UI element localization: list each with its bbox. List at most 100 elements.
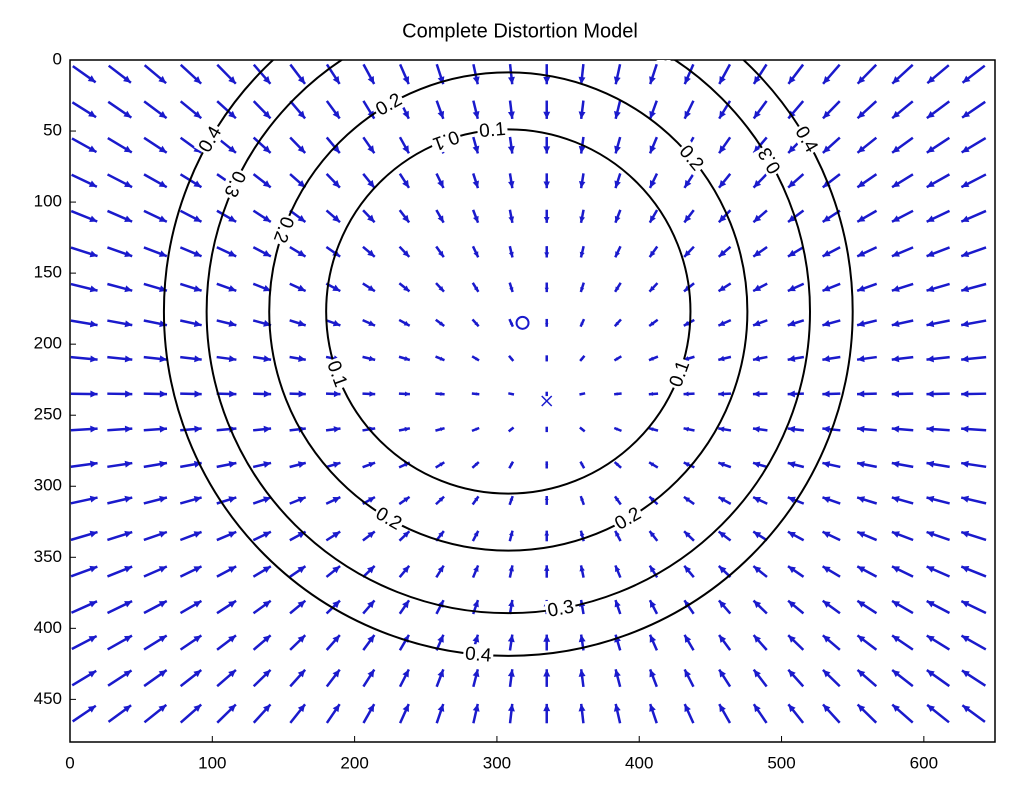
arrow <box>325 173 341 189</box>
arrow <box>107 246 133 258</box>
arrow-head <box>718 179 727 188</box>
arrow-head <box>89 565 98 573</box>
arrow-head <box>89 601 98 608</box>
arrow <box>613 461 622 469</box>
arrow <box>252 246 272 258</box>
arrow-head <box>718 249 727 257</box>
x-tick-label: 0 <box>65 753 74 772</box>
arrow <box>107 704 132 723</box>
arrow <box>961 704 986 723</box>
arrow-head <box>367 249 375 257</box>
arrow <box>856 703 878 724</box>
arrow-head <box>123 110 132 118</box>
arrow-head <box>649 110 656 119</box>
arrow-head <box>509 461 514 466</box>
arrow-head <box>297 214 306 223</box>
arrow <box>752 245 768 258</box>
arrow <box>325 426 341 433</box>
arrow <box>435 355 445 362</box>
arrow <box>613 318 622 328</box>
arrow-head <box>788 76 796 84</box>
arrow-head <box>545 426 548 430</box>
arrow-head <box>472 669 480 678</box>
arrow <box>891 530 914 542</box>
arrow-head <box>508 251 514 258</box>
arrow-head <box>892 600 900 608</box>
arrow-head <box>649 76 656 85</box>
arrow-head <box>158 704 167 713</box>
arrow-head <box>718 426 725 433</box>
arrow-head <box>718 497 726 503</box>
arrow-head <box>509 530 514 537</box>
arrow <box>579 461 586 469</box>
arrow <box>648 461 659 469</box>
arrow <box>71 634 98 651</box>
arrow <box>216 209 237 223</box>
arrow-head <box>753 110 761 119</box>
arrow-head <box>718 461 725 468</box>
arrow <box>71 669 97 687</box>
arrow-head <box>262 566 271 573</box>
arrow <box>325 634 341 651</box>
arrow <box>143 669 168 688</box>
arrow-head <box>297 704 306 713</box>
arrow-head <box>891 566 900 573</box>
arrow-head <box>332 75 340 84</box>
arrow <box>398 703 410 724</box>
arrow <box>926 634 951 651</box>
arrow <box>683 318 695 327</box>
arrow <box>325 530 341 542</box>
arrow-head <box>333 390 341 398</box>
arrow-head <box>719 669 726 678</box>
arrow <box>752 565 768 578</box>
arrow-head <box>87 75 96 83</box>
arrow-head <box>158 250 167 257</box>
arrow <box>252 209 272 223</box>
arrow <box>787 634 805 651</box>
arrow <box>683 245 695 258</box>
arrow <box>891 565 914 578</box>
arrow <box>648 530 659 542</box>
arrow <box>70 282 98 293</box>
arrow-head <box>962 705 971 713</box>
arrow <box>70 246 98 258</box>
arrow <box>648 100 658 120</box>
arrow-head <box>158 601 167 608</box>
arrow <box>325 496 341 505</box>
arrow <box>961 100 986 119</box>
arrow <box>683 209 695 224</box>
arrow <box>856 319 878 327</box>
arrow-head <box>926 635 935 643</box>
arrow <box>398 530 411 542</box>
arrow-head <box>193 320 202 328</box>
arrow <box>683 668 695 688</box>
arrow <box>252 282 272 293</box>
arrow <box>507 634 515 651</box>
arrow <box>398 564 411 579</box>
arrow-head <box>961 635 970 643</box>
arrow-head <box>615 530 620 537</box>
arrow <box>752 390 768 398</box>
arrow <box>961 355 987 363</box>
arrow-head <box>545 461 549 465</box>
arrow <box>508 245 514 258</box>
arrow-head <box>787 566 796 574</box>
arrow-head <box>752 390 760 398</box>
arrow <box>926 246 951 258</box>
arrow <box>614 173 622 189</box>
arrow-head <box>228 566 237 573</box>
arrow <box>252 530 272 542</box>
arrow-head <box>193 496 202 503</box>
arrow-head <box>683 356 690 361</box>
arrow-head <box>857 76 866 84</box>
arrow <box>289 703 307 724</box>
arrow <box>71 101 97 119</box>
arrow <box>325 100 341 120</box>
arrow-head <box>753 497 761 504</box>
arrow-head <box>926 180 935 188</box>
arrow <box>752 209 768 224</box>
arrow-head <box>508 599 515 607</box>
arrow <box>856 355 877 363</box>
arrow <box>216 634 237 651</box>
arrow-head <box>579 216 586 223</box>
